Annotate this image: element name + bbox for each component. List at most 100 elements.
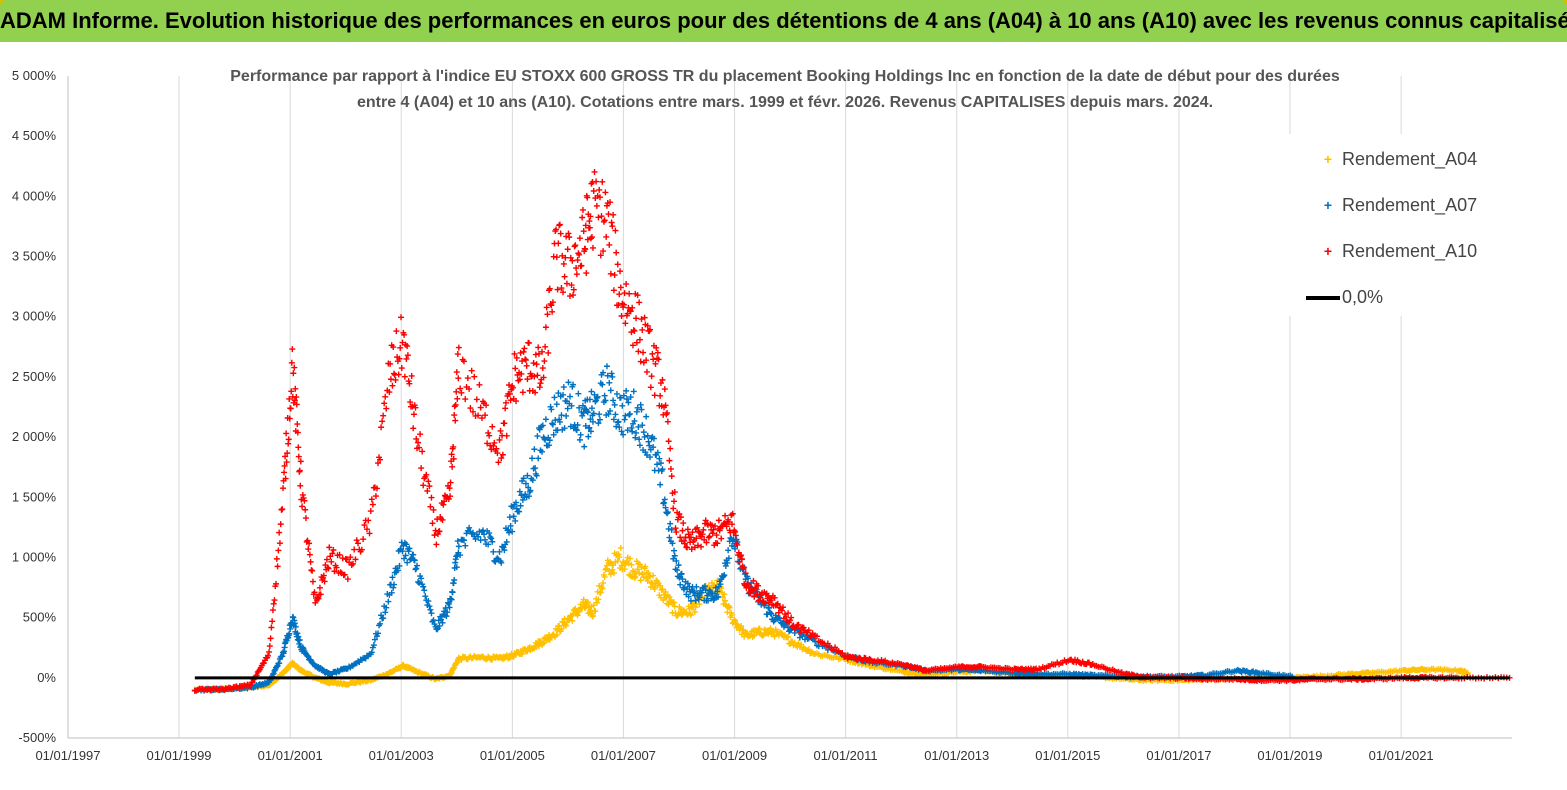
data-point xyxy=(517,349,524,356)
data-point xyxy=(640,429,647,436)
data-point xyxy=(533,472,540,479)
data-point xyxy=(383,405,390,412)
data-point xyxy=(380,615,387,622)
data-point xyxy=(569,257,576,264)
data-point xyxy=(421,587,428,594)
data-point xyxy=(575,390,582,397)
data-point xyxy=(627,394,634,401)
data-point xyxy=(606,568,613,575)
data-point xyxy=(614,558,621,565)
data-point xyxy=(436,622,443,629)
data-point xyxy=(516,488,523,495)
data-point xyxy=(482,412,489,419)
data-point xyxy=(373,485,380,492)
data-point xyxy=(561,273,568,280)
data-point xyxy=(524,376,531,383)
data-point xyxy=(673,557,680,564)
data-point xyxy=(423,471,430,478)
data-point xyxy=(469,529,476,536)
data-point xyxy=(455,543,462,550)
data-point xyxy=(629,304,636,311)
data-point xyxy=(424,487,431,494)
data-point xyxy=(447,493,454,500)
data-point xyxy=(410,425,417,432)
data-point xyxy=(516,376,523,383)
data-point xyxy=(453,564,460,571)
data-point xyxy=(585,433,592,440)
data-point xyxy=(681,540,688,547)
data-point xyxy=(679,527,686,534)
data-point xyxy=(750,577,757,584)
data-point xyxy=(703,539,710,546)
data-point xyxy=(539,640,546,647)
data-point xyxy=(269,671,276,678)
data-point xyxy=(512,365,519,372)
data-point xyxy=(578,262,585,269)
data-point xyxy=(636,570,643,577)
data-point xyxy=(269,618,276,625)
data-point xyxy=(397,344,404,351)
data-point xyxy=(466,385,473,392)
data-point xyxy=(420,583,427,590)
data-point xyxy=(799,633,806,640)
data-point xyxy=(496,436,503,443)
data-point xyxy=(620,301,627,308)
data-point xyxy=(422,593,429,600)
data-point xyxy=(544,311,551,318)
data-point xyxy=(517,502,524,509)
data-point xyxy=(589,244,596,251)
data-point xyxy=(469,408,476,415)
y-tick-label: 1 500% xyxy=(12,489,57,504)
data-point xyxy=(535,455,542,462)
data-point xyxy=(615,551,622,558)
data-point xyxy=(427,503,434,510)
data-point xyxy=(373,633,380,640)
data-point xyxy=(635,348,642,355)
data-point xyxy=(392,376,399,383)
data-point xyxy=(416,579,423,586)
data-point xyxy=(593,178,600,185)
data-point xyxy=(481,531,488,538)
data-point xyxy=(722,562,729,569)
data-point xyxy=(576,235,583,242)
data-point xyxy=(691,608,698,615)
data-point xyxy=(664,509,671,516)
data-point xyxy=(702,517,709,524)
data-point xyxy=(336,551,343,558)
data-point xyxy=(341,571,348,578)
data-point xyxy=(615,302,622,309)
data-point xyxy=(624,310,631,317)
data-point xyxy=(274,563,281,570)
x-tick-label: 01/01/2001 xyxy=(258,748,323,763)
data-point xyxy=(583,270,590,277)
data-point xyxy=(390,344,397,351)
data-point xyxy=(425,598,432,605)
x-tick-label: 01/01/2021 xyxy=(1369,748,1434,763)
data-point xyxy=(692,604,699,611)
x-tick-label: 01/01/1999 xyxy=(146,748,211,763)
data-point xyxy=(832,644,839,651)
data-point xyxy=(601,392,608,399)
data-point xyxy=(579,214,586,221)
data-point xyxy=(378,424,385,431)
data-point xyxy=(796,629,803,636)
data-point xyxy=(696,601,703,608)
data-point xyxy=(700,526,707,533)
data-point xyxy=(839,650,846,657)
data-point xyxy=(247,682,254,689)
data-point xyxy=(601,573,608,580)
data-point xyxy=(657,460,664,467)
data-point xyxy=(516,508,523,515)
data-point xyxy=(539,365,546,372)
data-point xyxy=(623,281,630,288)
data-point xyxy=(519,389,526,396)
data-point xyxy=(501,547,508,554)
data-point xyxy=(454,351,461,358)
data-point xyxy=(603,565,610,572)
data-point xyxy=(302,515,309,522)
data-point xyxy=(608,219,615,226)
data-point xyxy=(676,574,683,581)
data-point xyxy=(574,612,581,619)
data-point xyxy=(491,439,498,446)
data-point xyxy=(632,434,639,441)
